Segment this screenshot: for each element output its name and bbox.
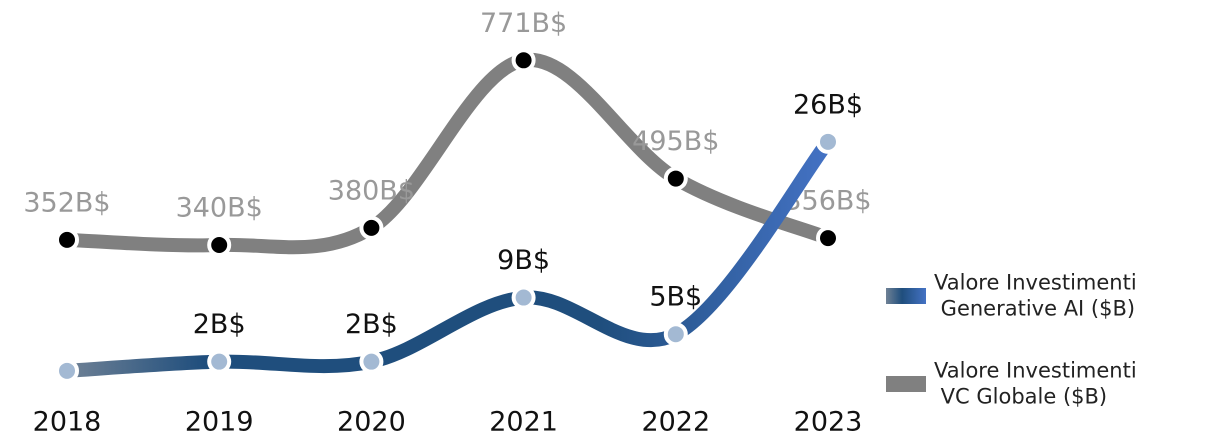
- x-tick-label: 2020: [337, 407, 406, 438]
- point: [207, 349, 232, 374]
- legend-label: Valore Investimenti Generative AI ($B): [934, 270, 1137, 320]
- point: [511, 285, 536, 310]
- x-tick-label: 2018: [33, 407, 102, 438]
- legend-swatch: [886, 376, 926, 392]
- value-label: 340B$: [176, 193, 263, 224]
- point: [207, 233, 232, 257]
- x-tick-label: 2023: [794, 407, 863, 438]
- value-label: 771B$: [480, 8, 567, 39]
- point: [55, 358, 79, 383]
- point: [359, 215, 384, 240]
- point: [663, 322, 688, 347]
- value-label: 352B$: [23, 187, 110, 218]
- value-label: 2B$: [345, 309, 398, 340]
- point: [511, 48, 536, 73]
- series-line: [60, 134, 835, 378]
- point: [816, 129, 840, 154]
- value-label: 2B$: [193, 309, 246, 340]
- legend-label: Valore Investimenti VC Globale ($B): [934, 358, 1137, 408]
- value-label: 5B$: [649, 282, 702, 313]
- x-tick-label: 2022: [641, 407, 710, 438]
- point: [359, 349, 384, 374]
- point: [55, 227, 79, 252]
- value-label: 9B$: [497, 245, 550, 276]
- point: [816, 226, 840, 251]
- point: [663, 166, 688, 191]
- x-tick-label: 2019: [185, 407, 254, 438]
- value-label: 380B$: [328, 175, 415, 206]
- value-label: 495B$: [632, 126, 719, 157]
- legend-swatch: [886, 288, 926, 304]
- value-label: 26B$: [793, 89, 863, 120]
- x-tick-label: 2021: [489, 407, 558, 438]
